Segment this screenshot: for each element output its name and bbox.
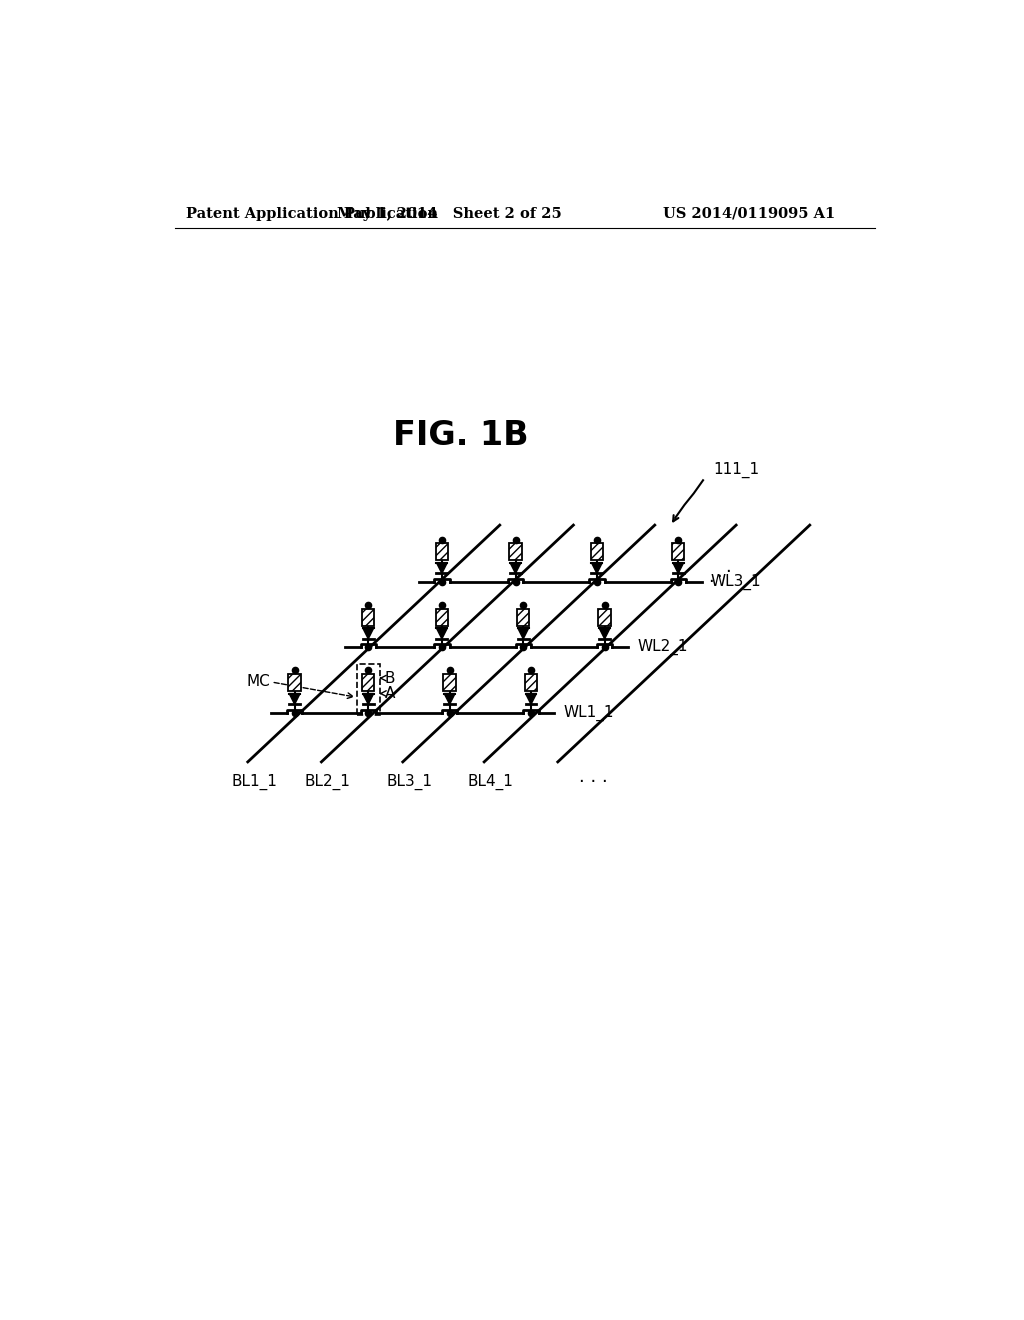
Polygon shape xyxy=(362,628,374,639)
Bar xyxy=(362,675,375,692)
Bar xyxy=(672,544,684,561)
Bar xyxy=(598,609,611,626)
Polygon shape xyxy=(289,693,300,705)
Bar xyxy=(435,544,449,561)
Bar xyxy=(435,609,449,626)
Text: FIG. 1B: FIG. 1B xyxy=(393,420,529,453)
Bar xyxy=(362,675,375,692)
Text: BL4_1: BL4_1 xyxy=(468,774,513,791)
Polygon shape xyxy=(436,562,447,573)
Bar xyxy=(524,675,538,692)
Polygon shape xyxy=(444,693,455,705)
Text: · · ·: · · · xyxy=(579,774,607,791)
Text: WL1_1: WL1_1 xyxy=(563,705,614,721)
Polygon shape xyxy=(592,562,602,573)
Text: B: B xyxy=(385,671,395,685)
Bar xyxy=(289,675,301,692)
Bar xyxy=(509,544,521,561)
Bar xyxy=(524,675,538,692)
Bar xyxy=(443,675,456,692)
Polygon shape xyxy=(518,628,528,639)
Text: A: A xyxy=(385,686,395,701)
Text: WL3_1: WL3_1 xyxy=(711,574,762,590)
Bar xyxy=(435,609,449,626)
Text: May 1, 2014   Sheet 2 of 25: May 1, 2014 Sheet 2 of 25 xyxy=(337,207,562,220)
Bar xyxy=(289,675,301,692)
Text: BL3_1: BL3_1 xyxy=(386,774,432,791)
Bar xyxy=(356,664,380,715)
Text: WL2_1: WL2_1 xyxy=(637,639,688,656)
Text: .: . xyxy=(725,558,731,577)
Polygon shape xyxy=(673,562,684,573)
Polygon shape xyxy=(510,562,521,573)
Text: 111_1: 111_1 xyxy=(713,462,759,478)
Text: BL1_1: BL1_1 xyxy=(231,774,278,791)
Polygon shape xyxy=(362,693,374,705)
Bar xyxy=(598,609,611,626)
Bar xyxy=(517,609,529,626)
Bar xyxy=(362,609,375,626)
Text: BL2_1: BL2_1 xyxy=(305,774,350,791)
Polygon shape xyxy=(525,693,537,705)
Bar xyxy=(591,544,603,561)
Text: MC: MC xyxy=(246,675,270,689)
Text: .: . xyxy=(708,568,714,586)
Text: US 2014/0119095 A1: US 2014/0119095 A1 xyxy=(663,207,835,220)
Polygon shape xyxy=(436,628,447,639)
Bar xyxy=(591,544,603,561)
Bar xyxy=(672,544,684,561)
Bar xyxy=(443,675,456,692)
Bar xyxy=(435,544,449,561)
Polygon shape xyxy=(599,628,610,639)
Bar xyxy=(509,544,521,561)
Bar xyxy=(517,609,529,626)
Bar xyxy=(362,609,375,626)
Text: .: . xyxy=(717,562,722,581)
Text: Patent Application Publication: Patent Application Publication xyxy=(186,207,438,220)
